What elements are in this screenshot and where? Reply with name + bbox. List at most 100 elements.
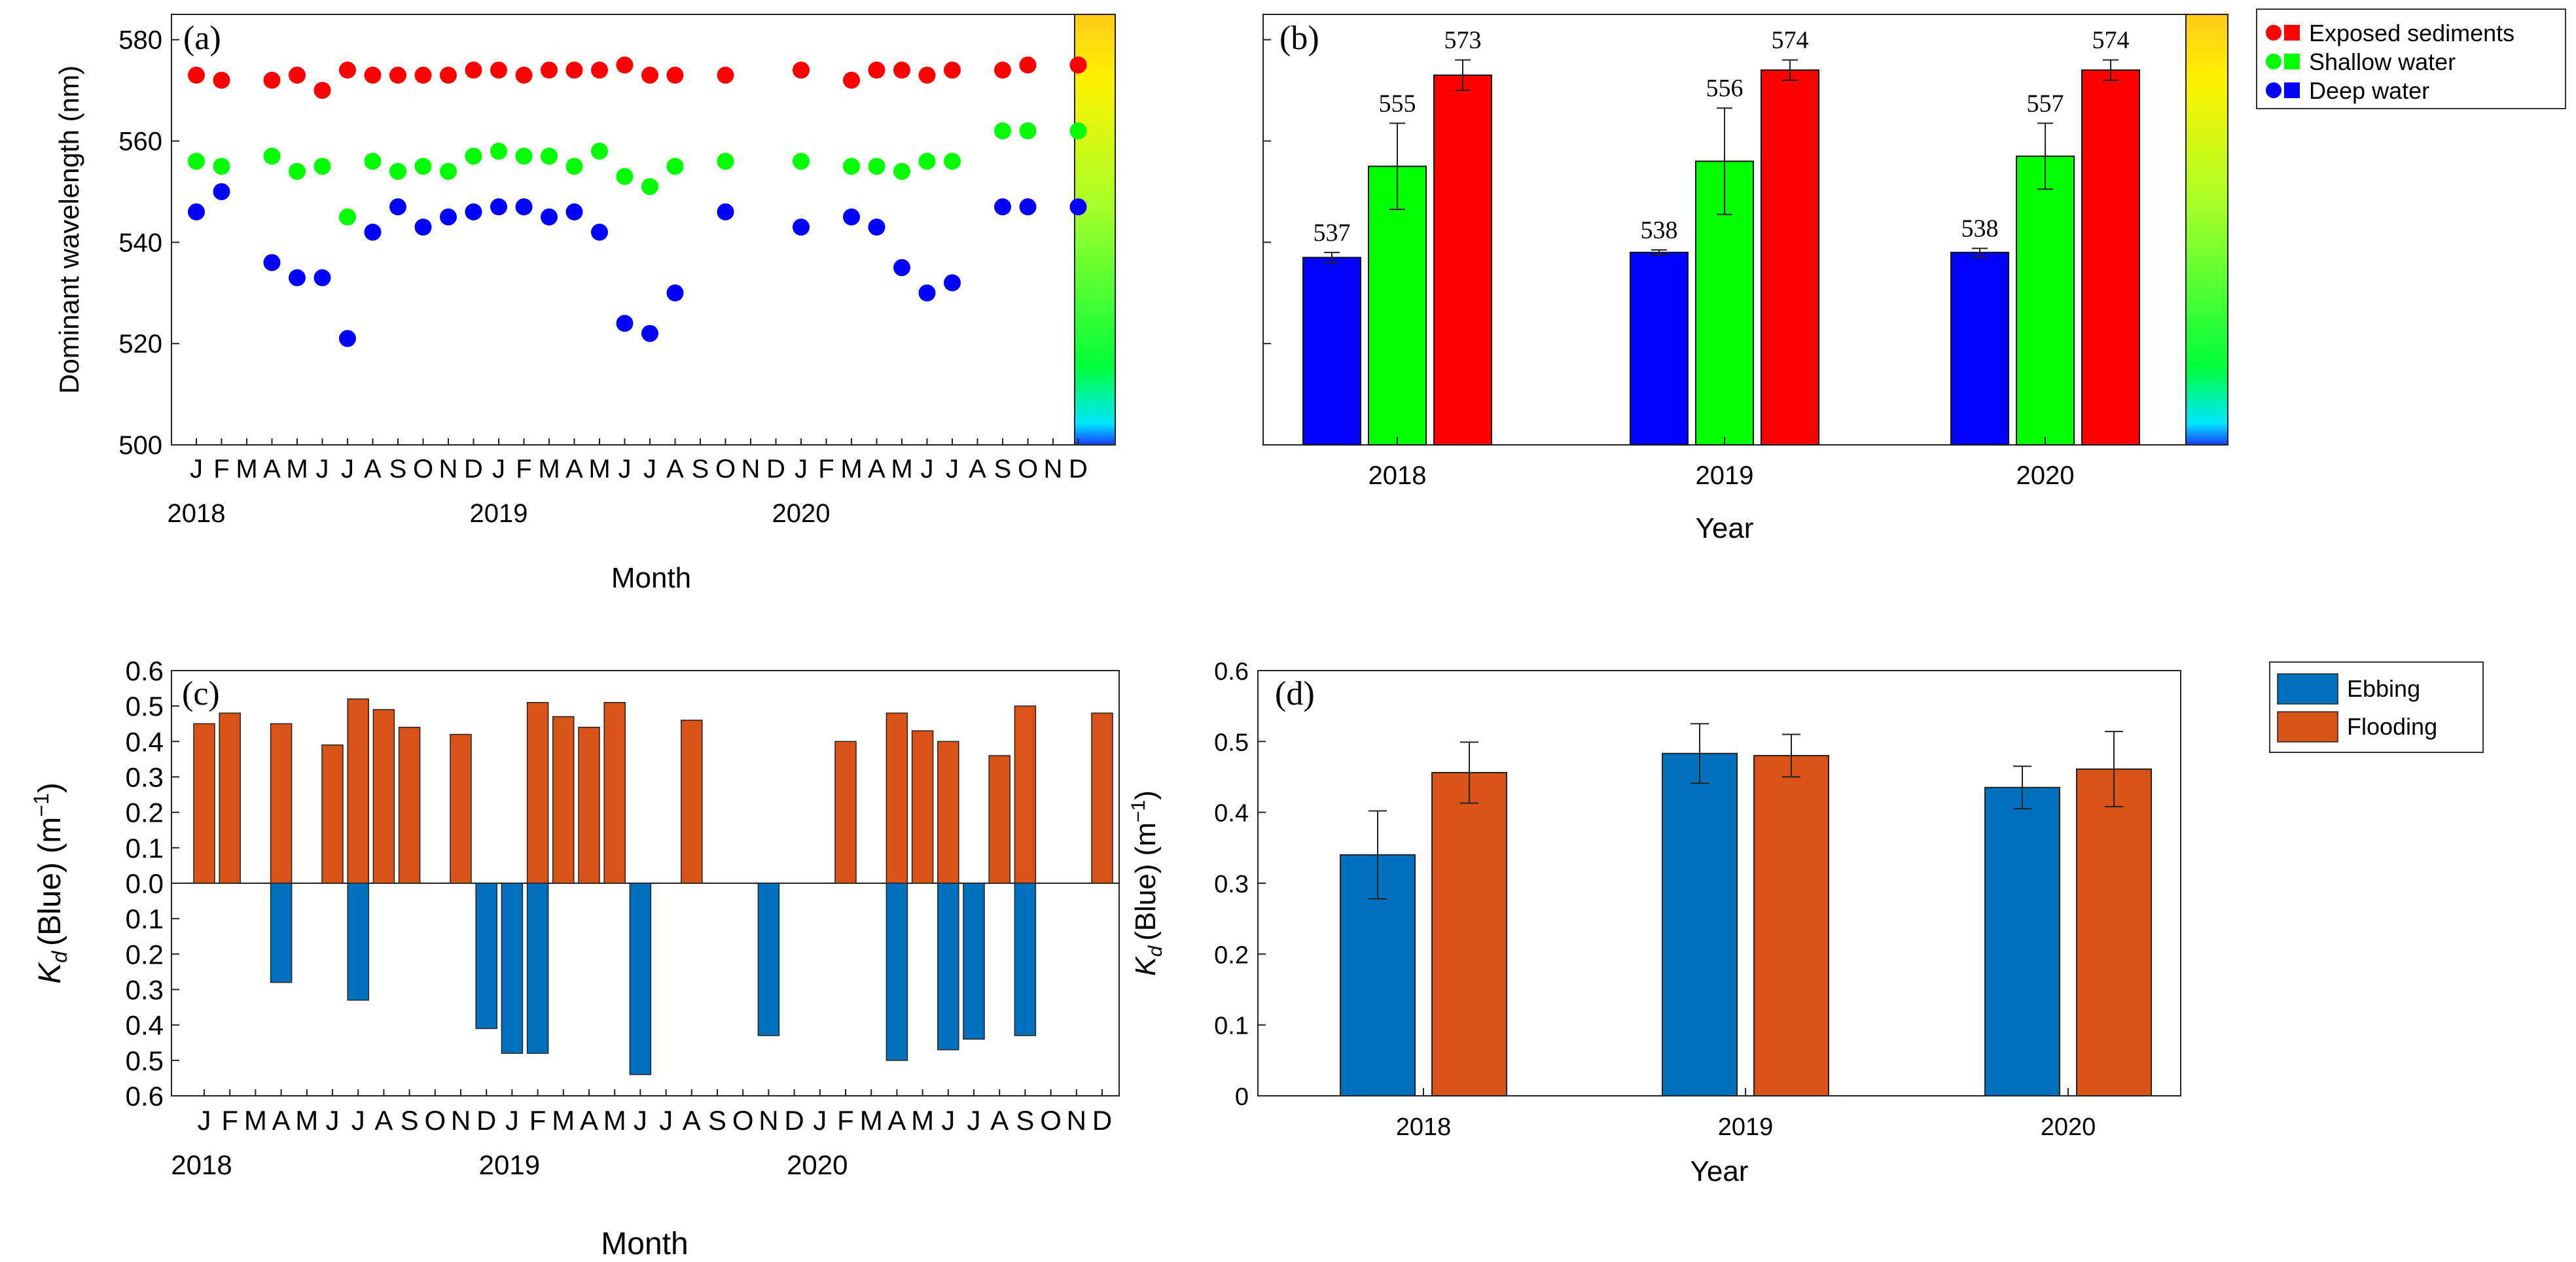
- legend-label: Deep water: [2309, 77, 2429, 104]
- x-tick-label: N: [1044, 455, 1063, 483]
- x-tick-label: D: [1092, 1105, 1112, 1136]
- x-tick-label: S: [389, 455, 407, 483]
- legend-marker: [2266, 25, 2281, 41]
- data-point: [465, 61, 482, 79]
- data-label: 573: [1444, 27, 1482, 54]
- x-tick-label: J: [198, 1105, 211, 1136]
- data-point: [364, 223, 382, 241]
- data-point: [465, 203, 482, 220]
- legend-swatch: [2284, 54, 2300, 69]
- data-point: [868, 61, 885, 79]
- data-point: [616, 315, 634, 332]
- x-tick-label: M: [860, 1105, 883, 1136]
- panel-c-year-labels: 2018 2019 2020: [171, 1149, 848, 1180]
- data-point: [490, 143, 507, 160]
- x-tick-label: S: [692, 455, 709, 483]
- x-tick-label: A: [374, 1105, 393, 1136]
- panel-d-label: (d): [1275, 675, 1315, 712]
- year-label: 2018: [168, 499, 226, 528]
- panel-c-label: (c): [182, 675, 220, 712]
- x-tick-label: F: [529, 1105, 546, 1136]
- data-point: [188, 152, 205, 170]
- data-point: [465, 147, 482, 165]
- year-label: 2018: [171, 1149, 232, 1180]
- x-tick-label: A: [272, 1105, 291, 1136]
- data-point: [843, 158, 860, 175]
- data-point: [591, 143, 608, 160]
- data-point: [213, 71, 230, 89]
- panel-d: (d) 0 0.1 0.2 0.3 0.4 0.5 0.6 2018 2019 2020 Yea…: [1128, 658, 2181, 1187]
- x-tick-label: M: [891, 455, 912, 483]
- x-tick-label: J: [351, 1105, 365, 1136]
- data-point: [313, 82, 331, 99]
- y-tick-label: 0.1: [126, 833, 164, 864]
- bar: [552, 716, 575, 884]
- year-label: 2020: [772, 499, 831, 528]
- data-point: [213, 183, 230, 200]
- data-point: [490, 61, 507, 79]
- data-point: [188, 203, 205, 220]
- bar: [885, 883, 908, 1061]
- data-point: [440, 208, 457, 226]
- bar: [1950, 251, 2009, 446]
- x-tick-label: O: [424, 1105, 446, 1136]
- panel-a-y-axis: 500 520 540 560 580: [118, 26, 179, 460]
- x-tick-label: M: [552, 1105, 575, 1136]
- y-tick-label: 0.4: [126, 726, 164, 757]
- data-point: [944, 274, 961, 292]
- panel-c-y-axis: 0.6 0.5 0.4 0.3 0.2 0.1 0.0 0.1 0.2 0.3 0.4 0.5 0.6: [126, 656, 1119, 1112]
- bar: [347, 883, 369, 1001]
- x-tick-label: O: [715, 455, 736, 483]
- y-tick-label: 580: [118, 26, 162, 55]
- data-point: [918, 66, 936, 84]
- data-point: [414, 219, 432, 236]
- x-tick-label: F: [221, 1105, 238, 1136]
- data-point: [414, 158, 432, 175]
- y-tick-label: 0.2: [126, 939, 164, 970]
- bar: [347, 698, 369, 884]
- x-tick-label: 2019: [1696, 461, 1754, 490]
- data-point: [591, 61, 608, 79]
- x-tick-label: M: [538, 455, 560, 483]
- x-tick-label: 2020: [2041, 1113, 2096, 1141]
- x-tick-label: J: [659, 1105, 673, 1136]
- data-point: [666, 284, 684, 302]
- x-tick-label: A: [263, 455, 281, 483]
- panel-d-y-axis: 0 0.1 0.2 0.3 0.4 0.5 0.6: [1214, 658, 1266, 1111]
- y-tick-label: 0.1: [1214, 1013, 1249, 1040]
- bar: [757, 883, 780, 1036]
- x-tick-label: M: [911, 1105, 934, 1136]
- data-point: [616, 167, 634, 185]
- bar: [911, 730, 934, 884]
- data-point: [263, 254, 281, 272]
- y-tick-label: 520: [118, 330, 162, 359]
- x-tick-label: N: [759, 1105, 778, 1136]
- x-tick-label: D: [476, 1105, 496, 1136]
- data-point: [339, 208, 356, 226]
- x-tick-label: F: [516, 455, 531, 483]
- x-tick-label: F: [818, 455, 834, 483]
- data-point: [1069, 198, 1087, 216]
- data-point: [440, 66, 457, 84]
- y-tick-label: 0.3: [126, 762, 164, 793]
- x-tick-label: A: [683, 1105, 701, 1136]
- data-point: [289, 269, 306, 287]
- data-point: [515, 147, 533, 165]
- x-tick-label: A: [969, 455, 986, 483]
- data-point: [641, 66, 658, 84]
- x-tick-label: D: [1069, 455, 1088, 483]
- x-tick-label: 2020: [2016, 461, 2075, 490]
- legend-swatch: [2277, 711, 2338, 743]
- x-tick-label: J: [326, 1105, 340, 1136]
- data-point: [994, 122, 1011, 140]
- data-point: [793, 219, 810, 236]
- y-tick-label: 0.3: [126, 975, 164, 1006]
- x-tick-label: J: [316, 455, 329, 483]
- data-point: [591, 223, 608, 241]
- x-tick-label: J: [795, 455, 808, 483]
- x-tick-label: D: [766, 455, 785, 483]
- data-point: [440, 162, 457, 180]
